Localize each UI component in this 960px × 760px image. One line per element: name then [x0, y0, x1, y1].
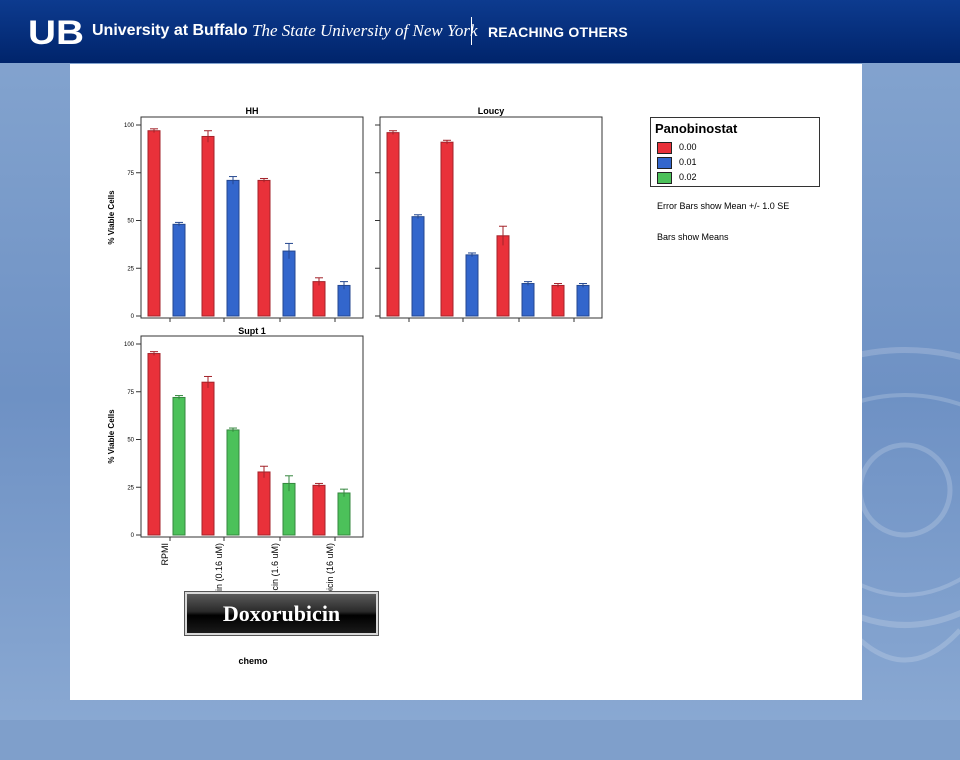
x-category-label: Doxorubicin (1.6 uM) [270, 543, 280, 627]
ub-logo-icon: UB [28, 14, 84, 48]
legend-title: Panobinostat [655, 121, 738, 136]
bar [282, 482, 296, 536]
bar [576, 284, 590, 317]
x-category-label: Doxorubicin (0.16 uM) [214, 543, 224, 632]
university-name[interactable]: University at Buffalo [92, 22, 248, 39]
bar [201, 381, 215, 536]
bar [411, 216, 425, 317]
bar [496, 235, 510, 317]
y-tick-label: 100 [124, 123, 135, 129]
bar [337, 284, 351, 317]
bar [312, 484, 326, 536]
y-tick-label: 50 [127, 219, 134, 225]
bar [551, 284, 565, 317]
chart-title: Loucy [478, 106, 505, 116]
bar [147, 353, 161, 536]
bar [172, 223, 186, 317]
legend-label: 0.01 [679, 157, 697, 167]
bar [172, 396, 186, 536]
bar [226, 429, 240, 536]
legend-swatch [657, 142, 672, 154]
bar [226, 179, 240, 317]
y-axis-label: % Viable Cells [107, 409, 116, 464]
y-axis-label: % Viable Cells [107, 190, 116, 245]
error-bars-note: Error Bars show Mean +/- 1.0 SE [657, 201, 790, 211]
y-tick-label: 0 [131, 533, 135, 539]
tagline: REACHING OTHERS [488, 24, 628, 40]
header-bar: UB University at Buffalo The State Unive… [0, 0, 960, 63]
bar [337, 492, 351, 536]
y-tick-label: 75 [127, 171, 134, 177]
x-axis-label: chemo [238, 656, 268, 666]
logo-text: UB [28, 14, 84, 48]
legend-swatch [657, 172, 672, 184]
bar [201, 135, 215, 317]
chart-title: HH [246, 106, 259, 116]
bar [312, 281, 326, 317]
y-tick-label: 50 [127, 438, 134, 444]
suny-name: The State University of New York [252, 21, 478, 40]
bar [257, 179, 271, 317]
bar [521, 283, 535, 317]
legend-label: 0.00 [679, 142, 697, 152]
bar [386, 132, 400, 317]
chart-0: HH 0 25 50 75 100 % Viable Cells [107, 106, 364, 322]
y-tick-label: 25 [127, 266, 134, 272]
chart-1: Loucy [375, 106, 603, 322]
callout-label: Doxorubicin [222, 601, 341, 626]
y-tick-label: 100 [124, 342, 135, 348]
bar [257, 471, 271, 536]
bar [465, 254, 479, 317]
header-divider [471, 17, 472, 45]
bar [282, 250, 296, 317]
y-tick-label: 75 [127, 390, 134, 396]
chart-title: Supt 1 [238, 326, 266, 336]
bar [440, 141, 454, 317]
legend-swatch [657, 157, 672, 169]
x-category-label: Doxorubicin (16 uM) [325, 543, 335, 624]
chart-2: Supt 1 0 25 50 75 100 % Viable Cells RPMI Doxoru… [107, 326, 364, 666]
charts-svg: HH 0 25 50 75 100 % Viable Cells Loucy Supt 1 0 25… [107, 106, 603, 666]
y-tick-label: 0 [131, 314, 135, 320]
bars-note: Bars show Means [657, 232, 729, 242]
bar [147, 130, 161, 317]
legend: Panobinostat 0.00 0.01 0.02 [650, 117, 820, 187]
legend-label: 0.02 [679, 172, 697, 182]
y-tick-label: 25 [127, 485, 134, 491]
x-category-label: RPMI [160, 543, 170, 566]
doxorubicin-callout-button[interactable]: Doxorubicin [184, 591, 379, 636]
